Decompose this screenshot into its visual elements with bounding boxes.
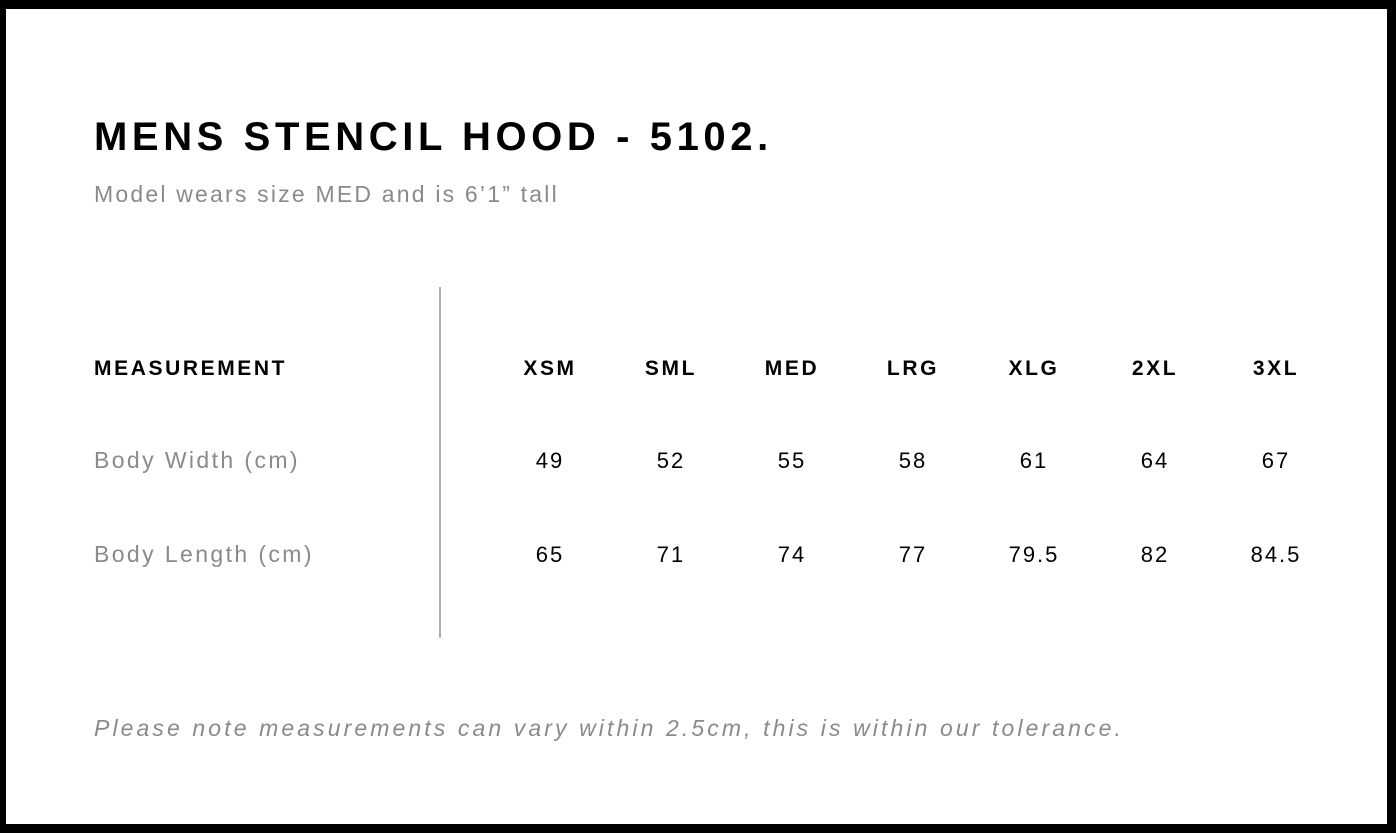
size-header-xlg: XLG [1008,357,1060,380]
measurement-header: MEASUREMENT [94,357,288,380]
size-chart-card: MENS STENCIL HOOD - 5102. Model wears si… [6,9,1387,824]
size-header-lrg: LRG [886,357,940,380]
table-cell: 67 [1261,448,1291,473]
table-cell: 49 [535,448,565,473]
table-cell: 55 [777,448,807,473]
row-label: Body Width (cm) [94,447,300,473]
table-cell: 64 [1140,448,1170,473]
model-info: Model wears size MED and is 6’1” tall [94,181,559,207]
tolerance-note: Please note measurements can vary within… [94,715,1125,741]
size-header-2xl: 2XL [1131,357,1179,380]
size-header-med: MED [764,357,820,380]
size-header-3xl: 3XL [1252,357,1300,380]
row-label: Body Length (cm) [94,541,314,567]
size-header-sml: SML [644,357,698,380]
table-cell: 71 [656,542,686,567]
size-header-xsm: XSM [523,357,577,380]
table-cell: 77 [898,542,928,567]
table-cell: 52 [656,448,686,473]
table-cell: 82 [1140,542,1170,567]
table-cell: 61 [1019,448,1049,473]
column-divider [439,287,441,638]
table-cell: 74 [777,542,807,567]
table-cell: 84.5 [1250,542,1302,567]
table-cell: 79.5 [1008,542,1060,567]
table-cell: 65 [535,542,565,567]
table-cell: 58 [898,448,928,473]
page-title: MENS STENCIL HOOD - 5102. [94,115,773,159]
